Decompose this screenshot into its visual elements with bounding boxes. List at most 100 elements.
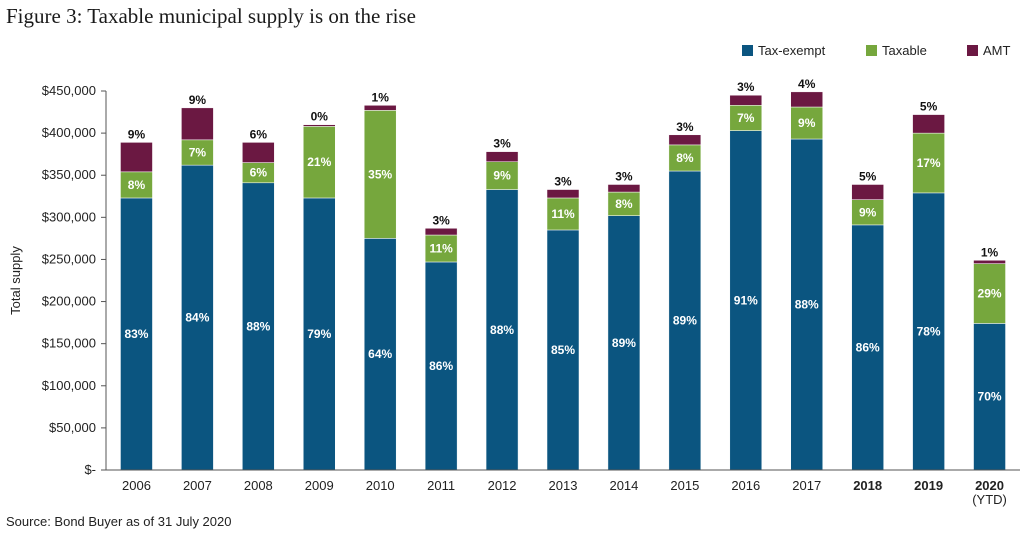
bar-segment-taxable-2015 [668, 144, 702, 172]
y-tick-label: $- [84, 462, 96, 477]
amt-label: 0% [311, 110, 329, 124]
segment-label: 7% [189, 145, 207, 159]
bar-segment-tax-exempt-2017 [790, 138, 823, 471]
legend-label: Taxable [882, 43, 927, 58]
bar-segment-amt-2009 [303, 124, 336, 127]
chart-legend: Tax-exempt Taxable AMT [742, 43, 1011, 58]
bar-segment-taxable-2013 [546, 197, 580, 231]
bar-segment-taxable-2006 [120, 171, 153, 199]
bar-segment-taxable-2012 [485, 161, 519, 190]
bar-segment-amt-2007 [181, 107, 214, 141]
bar-segment-tax-exempt-2013 [546, 229, 580, 471]
x-tick-label: 2009 [305, 478, 334, 493]
x-tick-label: 2012 [488, 478, 517, 493]
y-tick-label: $250,000 [42, 251, 96, 266]
amt-label: 1% [981, 245, 999, 259]
x-tick-label: 2019 [914, 478, 943, 493]
y-axis: $- $50,000 $100,000 $150,000 $200,000 $250,00… [8, 83, 107, 477]
bar-segment-tax-exempt-2009 [303, 197, 336, 471]
segment-label: 64% [368, 347, 392, 361]
bar-segment-taxable-2017 [790, 106, 823, 140]
x-tick-label: 2015 [670, 478, 699, 493]
segment-label: 35% [368, 167, 392, 181]
segment-label: 83% [124, 327, 148, 341]
chart-title: Figure 3: Taxable municipal supply is on… [6, 4, 416, 28]
segment-label: 70% [978, 390, 1002, 404]
bar-segment-tax-exempt-2008 [242, 182, 275, 471]
amt-label: 1% [372, 90, 390, 104]
x-tick-label: 2008 [244, 478, 273, 493]
x-tick-sublabel: (YTD) [972, 492, 1007, 507]
y-axis-label: Total supply [8, 246, 23, 315]
bar-segment-tax-exempt-2015 [668, 170, 702, 471]
bar-segment-tax-exempt-2014 [607, 215, 641, 471]
x-tick-label: 2016 [731, 478, 760, 493]
y-tick-label: $400,000 [42, 125, 96, 140]
bar-segment-tax-exempt-2020 [973, 323, 1006, 471]
bar-segment-tax-exempt-2019 [912, 192, 945, 471]
segment-label: 78% [917, 324, 941, 338]
bar-segment-amt-2008 [242, 142, 275, 163]
bar-segment-tax-exempt-2016 [729, 130, 763, 471]
bar-segment-amt-2015 [668, 134, 702, 146]
segment-label: 9% [798, 116, 816, 130]
amt-label: 5% [920, 100, 938, 114]
bar-segment-tax-exempt-2006 [120, 197, 153, 471]
amt-label: 9% [189, 93, 207, 107]
x-tick-label: 2017 [792, 478, 821, 493]
bar-segment-taxable-2007 [181, 139, 214, 166]
y-tick-label: $450,000 [42, 83, 96, 98]
bar-segment-amt-2014 [607, 184, 641, 193]
bar-segment-amt-2016 [729, 94, 763, 106]
bar-segment-amt-2010 [363, 105, 397, 111]
amt-label: 9% [128, 127, 146, 141]
segment-label: 89% [612, 336, 636, 350]
amt-label: 5% [859, 169, 877, 183]
amt-label: 6% [250, 127, 268, 141]
x-tick-label: 2010 [366, 478, 395, 493]
bar-segment-taxable-2016 [729, 105, 763, 131]
segment-label: 88% [246, 319, 270, 333]
bar-segment-tax-exempt-2012 [485, 189, 519, 471]
amt-label: 3% [554, 175, 572, 189]
bar-segment-amt-2006 [120, 142, 153, 173]
segment-label: 8% [676, 151, 694, 165]
x-tick-label: 2013 [549, 478, 578, 493]
y-tick-label: $200,000 [42, 294, 96, 309]
amt-label: 3% [493, 137, 511, 151]
legend-label: Tax-exempt [758, 43, 826, 58]
bar-segment-amt-2019 [912, 114, 945, 134]
bar-segment-amt-2013 [546, 189, 580, 199]
x-tick-label: 2007 [183, 478, 212, 493]
bars-group: 83% 8% 9% 84% 7% 9% 88% 6% 6% 79% 21% 0% 64% 35% 1% 86%… [120, 77, 1006, 471]
segment-label: 88% [490, 323, 514, 337]
bar-segment-amt-2012 [485, 151, 519, 162]
legend-swatch-taxable [866, 45, 877, 56]
y-tick-label: $150,000 [42, 336, 96, 351]
segment-label: 89% [673, 314, 697, 328]
segment-label: 79% [307, 327, 331, 341]
segment-label: 11% [551, 207, 575, 221]
y-tick-label: $50,000 [49, 420, 96, 435]
segment-label: 21% [307, 155, 331, 169]
amt-label: 3% [432, 213, 450, 227]
bar-segment-taxable-2010 [363, 110, 397, 239]
source-note: Source: Bond Buyer as of 31 July 2020 [6, 514, 232, 529]
x-tick-label: 2006 [122, 478, 151, 493]
segment-label: 9% [859, 205, 877, 219]
segment-label: 91% [734, 293, 758, 307]
segment-label: 29% [978, 287, 1002, 301]
bar-segment-amt-2018 [851, 184, 884, 200]
segment-label: 6% [250, 166, 268, 180]
x-axis: 2006 2007 2008 2009 2010 2011 2012 2013 2014 2015… [106, 469, 1020, 507]
segment-label: 11% [429, 241, 453, 255]
bar-segment-amt-2011 [424, 228, 458, 236]
legend-swatch-tax-exempt [742, 45, 753, 56]
x-tick-label: 2020 [975, 478, 1004, 493]
bar-segment-tax-exempt-2007 [181, 164, 214, 471]
segment-label: 85% [551, 343, 575, 357]
segment-label: 86% [429, 359, 453, 373]
amt-label: 3% [615, 169, 633, 183]
segment-label: 86% [856, 340, 880, 354]
